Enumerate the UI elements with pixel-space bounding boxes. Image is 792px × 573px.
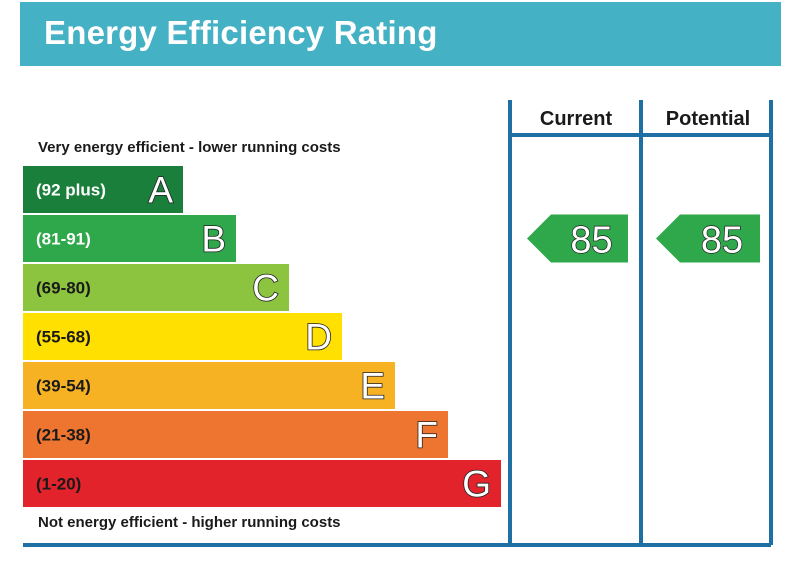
- band-f-bar: [23, 411, 448, 458]
- band-e-bar: [23, 362, 395, 409]
- chart-frame: [23, 100, 773, 547]
- band-c-range: (69-80): [36, 279, 91, 298]
- rating-bands: (92 plus) A (81-91) B (69-80) C (55-68) D (39-54…: [23, 166, 501, 507]
- band-g-bar: [23, 460, 501, 507]
- page-title: Energy Efficiency Rating: [44, 14, 438, 51]
- rating-arrows: 85 85: [527, 214, 760, 263]
- band-d-bar: [23, 313, 342, 360]
- band-a-letter: A: [148, 170, 173, 211]
- band-f-range: (21-38): [36, 426, 91, 445]
- band-d-letter: D: [305, 317, 332, 358]
- column-header-current: Current: [540, 108, 613, 130]
- band-g-range: (1-20): [36, 475, 81, 494]
- band-c-bar: [23, 264, 289, 311]
- band-b-letter: B: [201, 219, 226, 260]
- band-f-letter: F: [415, 415, 438, 456]
- current-rating-value: 85: [570, 220, 612, 262]
- band-a-range: (92 plus): [36, 181, 106, 200]
- band-a-bar: [23, 166, 183, 213]
- band-g-letter: G: [462, 464, 491, 505]
- current-rating-arrow: [527, 214, 628, 263]
- header-bar: Energy Efficiency Rating: [20, 2, 781, 66]
- band-e-range: (39-54): [36, 377, 91, 396]
- band-e-letter: E: [360, 366, 385, 407]
- bottom-caption: Not energy efficient - higher running co…: [38, 514, 341, 531]
- column-header-potential: Potential: [666, 108, 750, 130]
- top-caption: Very energy efficient - lower running co…: [38, 139, 341, 156]
- potential-rating-value: 85: [701, 220, 743, 262]
- band-d-range: (55-68): [36, 328, 91, 347]
- band-b-bar: [23, 215, 236, 262]
- band-b-range: (81-91): [36, 230, 91, 249]
- band-c-letter: C: [252, 268, 279, 309]
- potential-rating-arrow: [656, 214, 760, 263]
